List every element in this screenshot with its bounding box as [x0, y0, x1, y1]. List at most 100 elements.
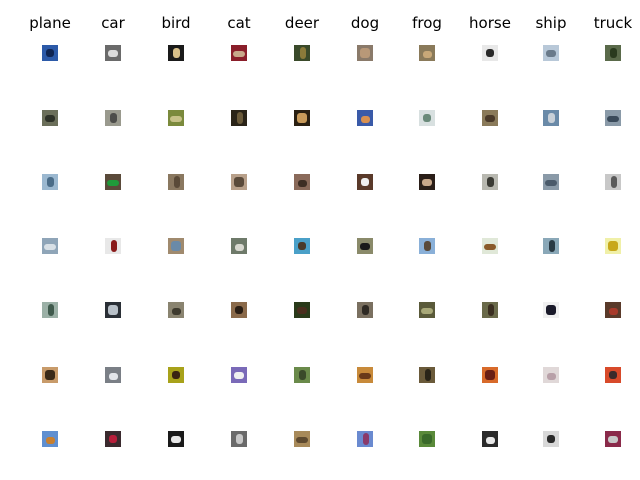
- thumbnail-subject: [359, 373, 371, 379]
- thumbnail-subject: [608, 241, 618, 251]
- thumbnail-ship-4: [543, 238, 559, 254]
- thumbnail-subject: [486, 437, 495, 444]
- thumbnail-truck-1: [605, 45, 621, 61]
- thumbnail-subject: [234, 177, 244, 187]
- thumbnail-plane-1: [42, 45, 58, 61]
- thumbnail-subject: [548, 113, 555, 123]
- thumbnail-plane-6: [42, 367, 58, 383]
- thumbnail-subject: [299, 370, 306, 380]
- thumbnail-frog-7: [419, 431, 435, 447]
- thumbnail-subject: [45, 115, 55, 122]
- thumbnail-subject: [174, 176, 180, 188]
- thumbnail-subject: [171, 241, 181, 251]
- thumbnail-subject: [611, 176, 617, 188]
- thumbnail-subject: [423, 114, 431, 122]
- thumbnail-ship-3: [543, 174, 559, 190]
- thumbnail-subject: [235, 306, 243, 314]
- thumbnail-cat-1: [231, 45, 247, 61]
- thumbnail-plane-2: [42, 110, 58, 126]
- thumbnail-truck-2: [605, 110, 621, 126]
- thumbnail-subject: [48, 304, 54, 316]
- thumbnail-bird-7: [168, 431, 184, 447]
- thumbnail-subject: [546, 50, 556, 57]
- thumbnail-dog-5: [357, 302, 373, 318]
- thumbnail-subject: [361, 178, 369, 186]
- class-label-ship: ship: [535, 14, 567, 32]
- thumbnail-subject: [108, 305, 118, 315]
- thumbnail-cat-3: [231, 174, 247, 190]
- thumbnail-frog-3: [419, 174, 435, 190]
- thumbnail-subject: [485, 370, 495, 380]
- thumbnail-truck-6: [605, 367, 621, 383]
- thumbnail-horse-5: [482, 302, 498, 318]
- thumbnail-subject: [360, 243, 370, 250]
- thumbnail-subject: [235, 244, 244, 251]
- thumbnail-frog-5: [419, 302, 435, 318]
- thumbnail-subject: [610, 48, 617, 58]
- thumbnail-dog-6: [357, 367, 373, 383]
- thumbnail-car-4: [105, 238, 121, 254]
- thumbnail-plane-5: [42, 302, 58, 318]
- thumbnail-subject: [237, 112, 243, 124]
- thumbnail-car-5: [105, 302, 121, 318]
- thumbnail-car-3: [105, 174, 121, 190]
- class-label-deer: deer: [284, 14, 320, 32]
- thumbnail-subject: [44, 244, 56, 250]
- thumbnail-truck-3: [605, 174, 621, 190]
- thumbnail-horse-4: [482, 238, 498, 254]
- thumbnail-car-7: [105, 431, 121, 447]
- thumbnail-subject: [545, 180, 557, 186]
- thumbnail-subject: [172, 371, 180, 379]
- thumbnail-car-2: [105, 110, 121, 126]
- thumbnail-subject: [47, 177, 54, 187]
- thumbnail-truck-4: [605, 238, 621, 254]
- thumbnail-bird-6: [168, 367, 184, 383]
- class-label-dog: dog: [350, 14, 380, 32]
- thumbnail-ship-1: [543, 45, 559, 61]
- thumbnail-subject: [607, 116, 619, 122]
- thumbnail-subject: [234, 372, 244, 379]
- thumbnail-deer-3: [294, 174, 310, 190]
- thumbnail-dog-3: [357, 174, 373, 190]
- thumbnail-dog-2: [357, 110, 373, 126]
- thumbnail-deer-5: [294, 302, 310, 318]
- thumbnail-subject: [422, 434, 432, 444]
- thumbnail-horse-7: [482, 431, 498, 447]
- thumbnail-subject: [422, 179, 432, 186]
- thumbnail-truck-5: [605, 302, 621, 318]
- thumbnail-subject: [484, 244, 496, 250]
- thumbnail-bird-3: [168, 174, 184, 190]
- thumbnail-bird-2: [168, 110, 184, 126]
- thumbnail-subject: [362, 305, 369, 315]
- thumbnail-ship-6: [543, 367, 559, 383]
- class-label-bird: bird: [161, 14, 191, 32]
- thumbnail-dog-4: [357, 238, 373, 254]
- thumbnail-truck-7: [605, 431, 621, 447]
- thumbnail-subject: [547, 373, 556, 380]
- thumbnail-subject: [109, 373, 118, 380]
- thumbnail-cat-4: [231, 238, 247, 254]
- thumbnail-subject: [108, 50, 118, 57]
- thumbnail-ship-5: [543, 302, 559, 318]
- thumbnail-subject: [296, 437, 308, 443]
- thumbnail-horse-3: [482, 174, 498, 190]
- class-label-truck: truck: [593, 14, 633, 32]
- thumbnail-horse-2: [482, 110, 498, 126]
- thumbnail-subject: [300, 47, 306, 59]
- thumbnail-subject: [297, 113, 307, 123]
- thumbnail-dog-1: [357, 45, 373, 61]
- thumbnail-bird-1: [168, 45, 184, 61]
- thumbnail-subject: [486, 49, 494, 57]
- thumbnail-ship-7: [543, 431, 559, 447]
- thumbnail-subject: [46, 437, 55, 444]
- thumbnail-cat-6: [231, 367, 247, 383]
- class-label-horse: horse: [469, 14, 511, 32]
- thumbnail-ship-2: [543, 110, 559, 126]
- thumbnail-car-1: [105, 45, 121, 61]
- thumbnail-frog-4: [419, 238, 435, 254]
- thumbnail-frog-6: [419, 367, 435, 383]
- thumbnail-bird-5: [168, 302, 184, 318]
- thumbnail-subject: [46, 49, 54, 57]
- thumbnail-cat-5: [231, 302, 247, 318]
- thumbnail-plane-3: [42, 174, 58, 190]
